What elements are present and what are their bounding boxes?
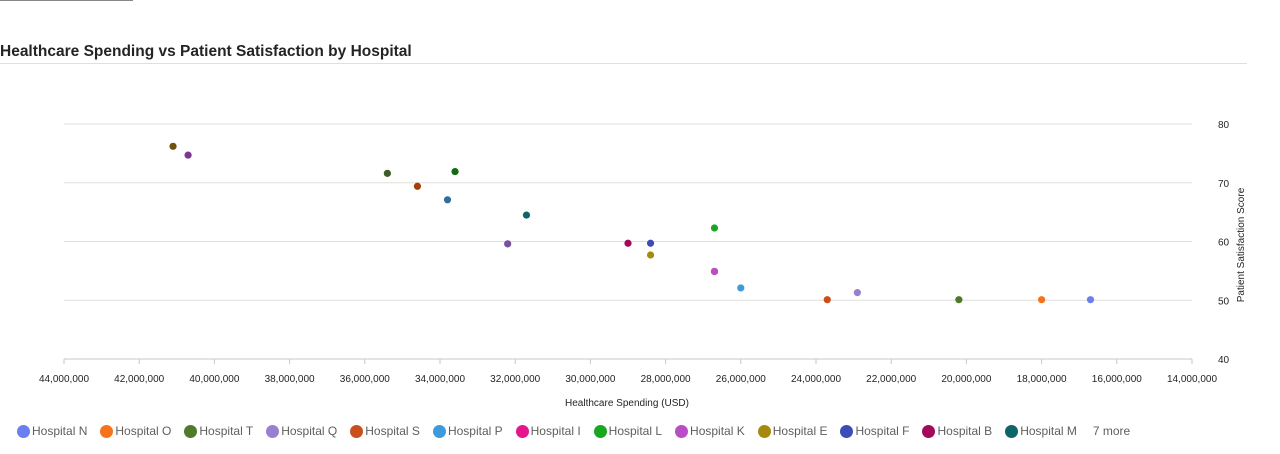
x-tick-label: 38,000,000: [265, 374, 315, 385]
legend-label: Hospital M: [1020, 424, 1077, 438]
legend-item-hospital-t[interactable]: Hospital T: [184, 424, 253, 438]
data-point[interactable]: [184, 151, 192, 159]
x-tick-label: 28,000,000: [641, 374, 691, 385]
legend-marker: [100, 424, 114, 438]
legend-item-hospital-q[interactable]: Hospital Q: [266, 424, 337, 438]
legend-label: Hospital E: [772, 424, 828, 438]
chart-title: Healthcare Spending vs Patient Satisfact…: [0, 43, 412, 60]
gridlines: [64, 123, 1192, 360]
data-point-hospital-k[interactable]: [710, 267, 719, 276]
y-tick-label: 70: [1218, 179, 1230, 190]
data-point-hospital-o[interactable]: [1038, 296, 1046, 304]
legend-label: Hospital P: [447, 424, 503, 438]
data-point-hospital-s[interactable]: [823, 296, 831, 304]
data-point[interactable]: [443, 196, 452, 204]
x-tick-label: 34,000,000: [415, 374, 465, 385]
data-point-hospital-m[interactable]: [522, 211, 531, 219]
legend-label: Hospital Q: [281, 424, 338, 438]
x-tick-label: 14,000,000: [1167, 374, 1217, 385]
legend-label: Hospital N: [32, 424, 88, 438]
y-tick-label: 60: [1218, 238, 1230, 249]
legend-label: Hospital S: [365, 424, 420, 438]
data-point-hospital-b[interactable]: [624, 239, 632, 247]
x-tick-label: 42,000,000: [114, 374, 164, 385]
data-point-hospital-e[interactable]: [646, 251, 655, 259]
data-point-hospital-f[interactable]: [646, 239, 655, 247]
legend: Hospital N Hospital O Hospital T Hospital Q…: [17, 422, 1130, 440]
legend-marker: [266, 424, 280, 438]
title-divider: [0, 63, 1247, 64]
legend-marker: [675, 424, 689, 438]
x-tick-label: 20,000,000: [941, 374, 991, 385]
legend-marker: [840, 424, 854, 438]
legend-label: Hospital F: [855, 424, 910, 438]
x-tick-label: 32,000,000: [490, 374, 540, 385]
legend-label: Hospital I: [530, 424, 581, 438]
y-tick-label: 80: [1218, 120, 1230, 131]
legend-label: Hospital T: [199, 424, 254, 438]
x-tick-label: 30,000,000: [565, 374, 615, 385]
data-point[interactable]: [451, 167, 459, 176]
x-tick-label: 44,000,000: [39, 374, 89, 385]
legend-item-hospital-f[interactable]: Hospital F: [840, 424, 909, 438]
legend-item-hospital-l[interactable]: Hospital L: [593, 424, 663, 438]
legend-marker: [515, 424, 529, 438]
legend-label: Hospital K: [690, 424, 745, 438]
x-tick-label: 36,000,000: [340, 374, 390, 385]
data-point[interactable]: [504, 240, 512, 248]
x-tick-label: 40,000,000: [189, 374, 239, 385]
legend-marker: [184, 424, 198, 438]
legend-marker: [922, 424, 936, 438]
data-point[interactable]: [413, 182, 422, 190]
x-axis: 44,000,000 42,000,000 40,000,000 38,000,000…: [39, 359, 1217, 385]
data-point-hospital-n[interactable]: [1086, 296, 1095, 304]
data-point-hospital-q[interactable]: [853, 289, 861, 297]
data-points: [169, 142, 1095, 304]
x-tick-label: 22,000,000: [866, 374, 916, 385]
legend-item-hospital-b[interactable]: Hospital B: [922, 424, 992, 438]
y-tick-label: 50: [1218, 296, 1230, 307]
x-tick-label: 18,000,000: [1017, 374, 1067, 385]
scatter-chart: 44,000,000 42,000,000 40,000,000 38,000,000…: [39, 120, 1247, 409]
legend-label: Hospital L: [608, 424, 663, 438]
legend-item-hospital-i[interactable]: Hospital I: [515, 424, 581, 438]
x-axis-title: Healthcare Spending (USD): [565, 398, 689, 409]
legend-marker: [593, 424, 607, 438]
legend-item-hospital-n[interactable]: Hospital N: [17, 424, 87, 438]
legend-label: Hospital B: [937, 424, 993, 438]
data-point-hospital-p[interactable]: [737, 284, 745, 292]
legend-item-hospital-p[interactable]: Hospital P: [432, 424, 503, 438]
x-tick-label: 26,000,000: [716, 374, 766, 385]
legend-item-hospital-m[interactable]: Hospital M: [1005, 424, 1077, 438]
x-tick-label: 24,000,000: [791, 374, 841, 385]
data-point-hospital-t[interactable]: [955, 296, 963, 304]
top-divider: [0, 0, 133, 1]
legend-marker: [432, 424, 446, 438]
data-point[interactable]: [383, 169, 391, 177]
data-point-hospital-l[interactable]: [710, 224, 719, 232]
legend-marker: [1005, 424, 1019, 438]
y-axis-title: Patient Satisfaction Score: [1236, 187, 1247, 302]
legend-item-hospital-o[interactable]: Hospital O: [100, 424, 171, 438]
legend-item-hospital-k[interactable]: Hospital K: [675, 424, 745, 438]
legend-marker: [757, 424, 771, 438]
legend-marker: [17, 424, 30, 438]
legend-item-hospital-e[interactable]: Hospital E: [757, 424, 828, 438]
legend-marker: [350, 424, 364, 438]
legend-label: Hospital O: [115, 424, 172, 438]
legend-more-link[interactable]: 7 more: [1092, 424, 1131, 438]
x-tick-label: 16,000,000: [1092, 374, 1142, 385]
y-tick-label: 40: [1218, 355, 1230, 366]
data-point[interactable]: [169, 142, 177, 150]
legend-item-hospital-s[interactable]: Hospital S: [350, 424, 420, 438]
y-axis: 40 50 60 70 80: [1218, 120, 1230, 366]
